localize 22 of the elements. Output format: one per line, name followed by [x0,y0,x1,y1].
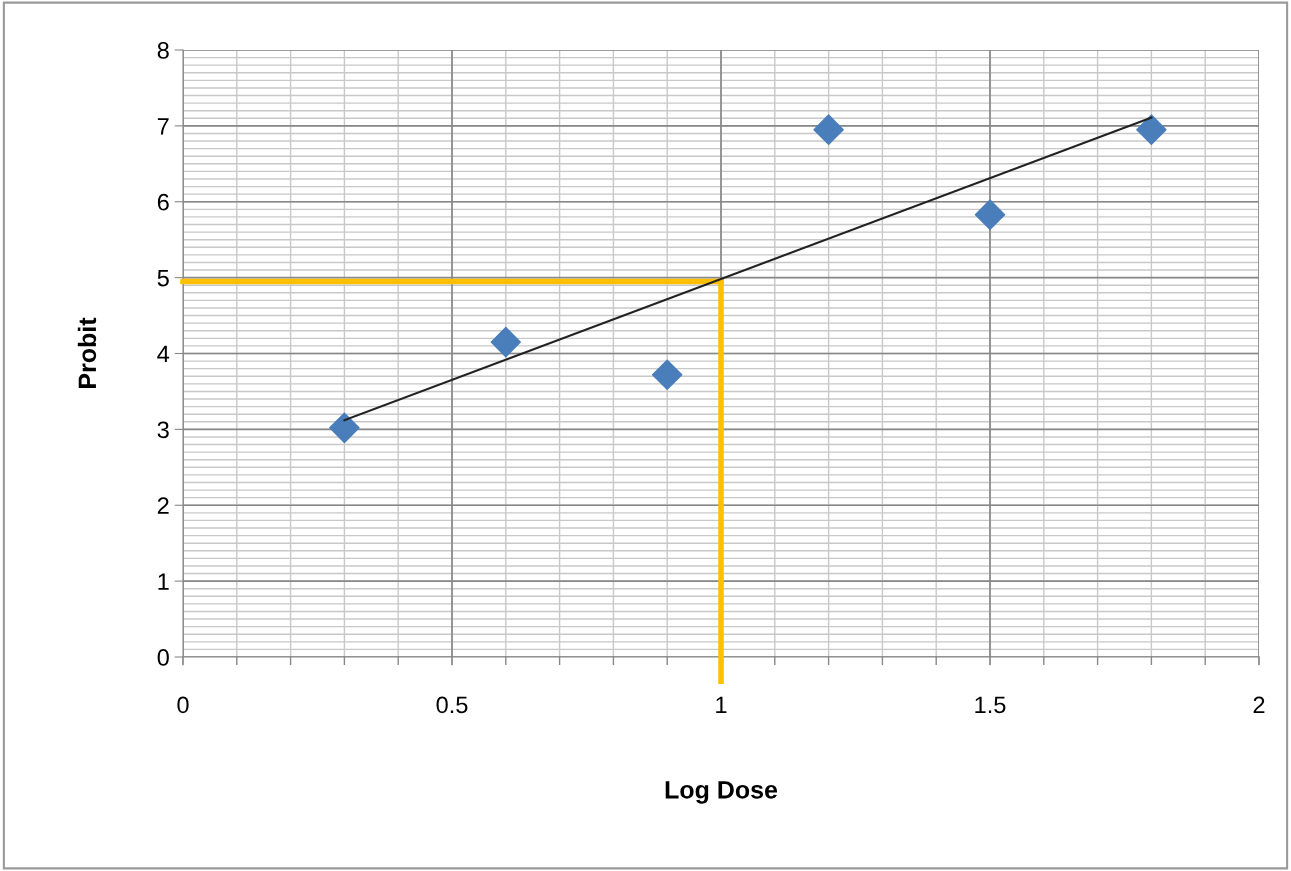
y-tick-label: 3 [157,421,169,439]
x-tick-label: 2 [1253,696,1265,713]
point [651,359,683,391]
point [490,326,522,358]
y-tick-label: 6 [157,193,169,211]
x-tick-label: 0 [177,696,189,714]
y-tick-label: 7 [157,118,169,135]
y-tick-label: 5 [157,269,169,287]
point [813,114,844,145]
y-tick-label: 2 [157,497,169,514]
x-tick-label: 1 [716,696,727,713]
y-tick-label: 1 [158,573,169,590]
x-axis-title: Log Dose [665,781,778,804]
point [1136,114,1167,145]
point [329,412,360,444]
x-tick-label: 1.5 [975,696,1006,714]
y-tick-label: 4 [157,345,170,363]
y-tick-label: 0 [157,649,169,666]
point [974,199,1006,230]
x-tick-label: 0.5 [436,696,468,714]
y-axis-title: Probit [77,317,97,388]
y-tick-label: 8 [157,42,169,59]
